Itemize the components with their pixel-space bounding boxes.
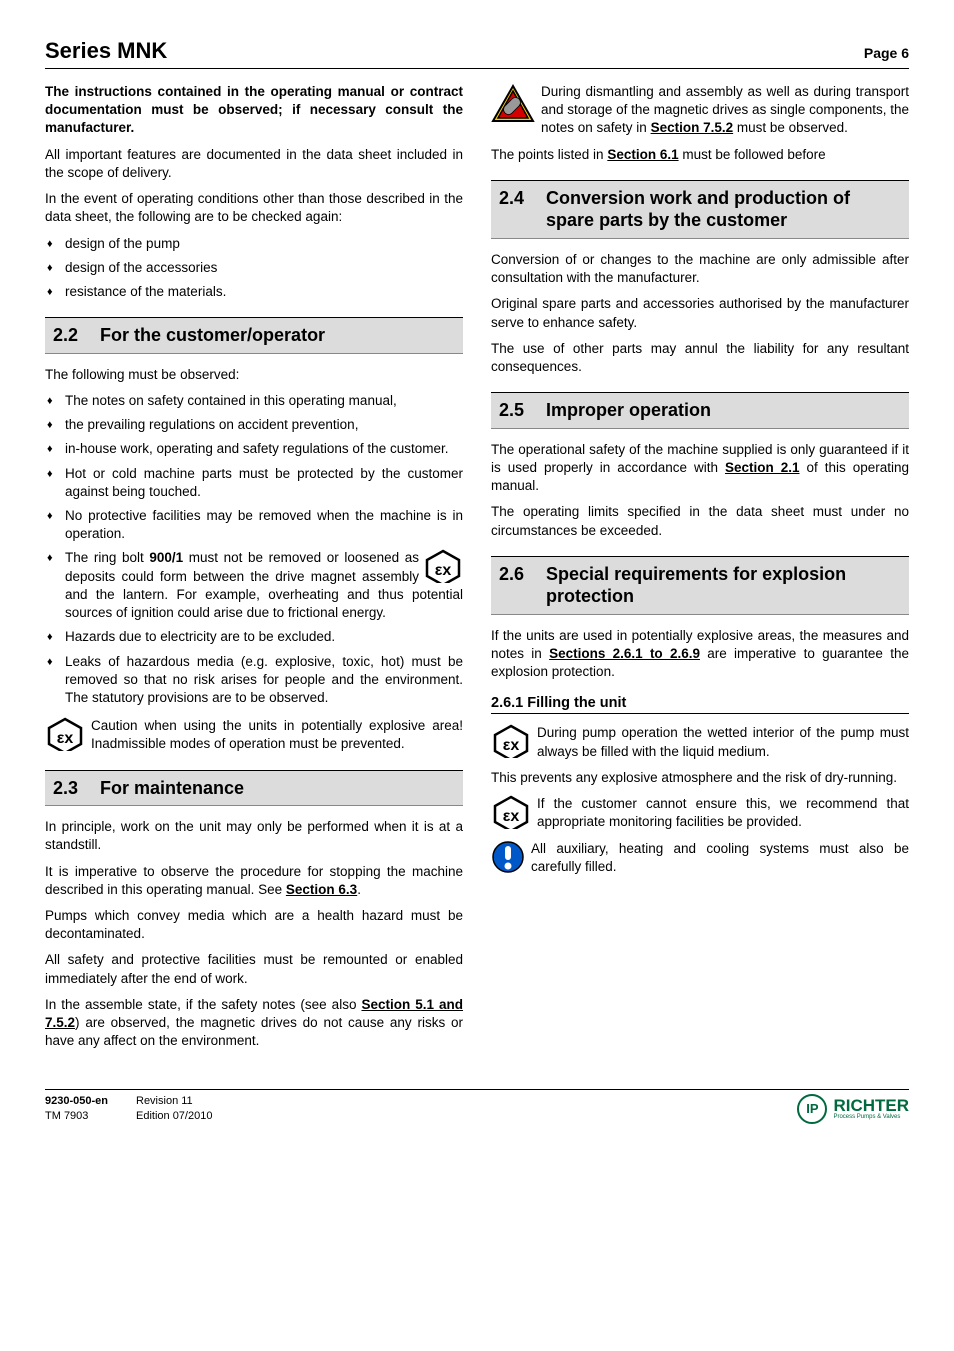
s23-p2: It is imperative to observe the procedur…	[45, 863, 463, 899]
list-item: Hazards due to electricity are to be exc…	[61, 628, 463, 646]
heading-num: 2.4	[499, 187, 524, 232]
text: All auxiliary, heating and cooling syste…	[531, 841, 909, 874]
link-section-7-5-2[interactable]: Section 7.5.2	[651, 120, 734, 135]
list-item: resistance of the materials.	[61, 283, 463, 301]
footer-ids: 9230-050-en TM 7903	[45, 1094, 108, 1123]
link-section-6-1[interactable]: Section 6.1	[607, 147, 678, 162]
heading-num: 2.6	[499, 563, 524, 608]
s24-p1: Conversion of or changes to the machine …	[491, 251, 909, 287]
right-column: During dismantling and assembly as well …	[491, 83, 909, 1059]
heading-title: Improper operation	[546, 399, 711, 422]
s26-p1: If the units are used in potentially exp…	[491, 627, 909, 682]
list-item: design of the pump	[61, 235, 463, 253]
ex-icon	[423, 549, 463, 583]
ex-icon	[491, 795, 531, 829]
list-item: in-house work, operating and safety regu…	[61, 440, 463, 458]
caution-text: Caution when using the units in potentia…	[91, 718, 463, 751]
heading-2-6-1: 2.6.1 Filling the unit	[491, 695, 909, 714]
footer-logo: IP RICHTER Process Pumps & Valves	[797, 1094, 909, 1124]
heading-num: 2.5	[499, 399, 524, 422]
s261-ex1: During pump operation the wetted interio…	[491, 724, 909, 760]
text: must be observed.	[733, 120, 848, 135]
text: In the assemble state, if the safety not…	[45, 997, 361, 1012]
s261-p2: This prevents any explosive atmosphere a…	[491, 769, 909, 787]
warning-icon	[491, 83, 535, 123]
link-sections-2-6-1-to-2-6-9[interactable]: Sections 2.6.1 to 2.6.9	[549, 646, 700, 661]
heading-2-5: 2.5 Improper operation	[491, 392, 909, 429]
left-p2: In the event of operating conditions oth…	[45, 190, 463, 226]
text: .	[357, 882, 361, 897]
text: must be followed before	[679, 147, 826, 162]
page-footer: 9230-050-en TM 7903 Revision 11 Edition …	[45, 1089, 909, 1124]
intro-bold: The instructions contained in the operat…	[45, 83, 463, 138]
heading-num: 2.3	[53, 777, 78, 800]
left-column: The instructions contained in the operat…	[45, 83, 463, 1059]
revision: Revision 11	[136, 1094, 212, 1108]
s23-p3: Pumps which convey media which are a hea…	[45, 907, 463, 943]
s23-p4: All safety and protective facilities mus…	[45, 951, 463, 987]
doc-id: 9230-050-en	[45, 1095, 108, 1107]
s24-p2: Original spare parts and accessories aut…	[491, 295, 909, 331]
text: If the customer cannot ensure this, we r…	[537, 796, 909, 829]
list-item: The notes on safety contained in this op…	[61, 392, 463, 410]
text: ) are observed, the magnetic drives do n…	[45, 1015, 463, 1048]
bullets-design: design of the pump design of the accesso…	[45, 235, 463, 302]
text: During pump operation the wetted interio…	[537, 725, 909, 758]
footer-left: 9230-050-en TM 7903 Revision 11 Edition …	[45, 1094, 212, 1123]
tm-id: TM 7903	[45, 1109, 108, 1123]
heading-title: Conversion work and production of spare …	[546, 187, 901, 232]
link-section-2-1[interactable]: Section 2.1	[725, 460, 800, 475]
footer-rev: Revision 11 Edition 07/2010	[136, 1094, 212, 1123]
logo-text: RICHTER	[833, 1097, 909, 1114]
list-item: Hot or cold machine parts must be protec…	[61, 465, 463, 501]
s24-p3: The use of other parts may annul the lia…	[491, 340, 909, 376]
list-item: No protective facilities may be removed …	[61, 507, 463, 543]
edition: Edition 07/2010	[136, 1109, 212, 1123]
info-icon	[491, 840, 525, 874]
list-item: The ring bolt 900/1 must not be removed …	[61, 549, 463, 622]
series-title: Series MNK	[45, 38, 167, 64]
logo-subtext: Process Pumps & Valves	[833, 1114, 909, 1120]
heading-2-4: 2.4 Conversion work and production of sp…	[491, 180, 909, 239]
text: The points listed in	[491, 147, 607, 162]
heading-title: For maintenance	[100, 777, 244, 800]
page-header: Series MNK Page 6	[45, 38, 909, 69]
s22-bullets: The notes on safety contained in this op…	[45, 392, 463, 707]
s25-p1: The operational safety of the machine su…	[491, 441, 909, 496]
s261-info: All auxiliary, heating and cooling syste…	[491, 840, 909, 876]
logo-icon: IP	[797, 1094, 827, 1124]
text: It is imperative to observe the procedur…	[45, 864, 463, 897]
list-text: The ring bolt 900/1 must not be removed …	[65, 550, 463, 620]
s261-ex2: If the customer cannot ensure this, we r…	[491, 795, 909, 831]
logo-text-block: RICHTER Process Pumps & Valves	[833, 1097, 909, 1120]
right-p2: The points listed in Section 6.1 must be…	[491, 146, 909, 164]
s23-p1: In principle, work on the unit may only …	[45, 818, 463, 854]
heading-num: 2.2	[53, 324, 78, 347]
link-section-6-3[interactable]: Section 6.3	[286, 882, 357, 897]
heading-title: Special requirements for explosion prote…	[546, 563, 901, 608]
ex-icon	[45, 717, 85, 751]
heading-2-6: 2.6 Special requirements for explosion p…	[491, 556, 909, 615]
heading-2-2: 2.2 For the customer/operator	[45, 317, 463, 354]
s22-caution: Caution when using the units in potentia…	[45, 717, 463, 753]
s25-p2: The operating limits specified in the da…	[491, 503, 909, 539]
heading-2-3: 2.3 For maintenance	[45, 770, 463, 807]
s22-p1: The following must be observed:	[45, 366, 463, 384]
s23-p5: In the assemble state, if the safety not…	[45, 996, 463, 1051]
warn-dismantling: During dismantling and assembly as well …	[491, 83, 909, 138]
list-item: Leaks of hazardous media (e.g. explosive…	[61, 653, 463, 708]
list-item: the prevailing regulations on accident p…	[61, 416, 463, 434]
list-item: design of the accessories	[61, 259, 463, 277]
left-p1: All important features are documented in…	[45, 146, 463, 182]
heading-title: For the customer/operator	[100, 324, 325, 347]
page-number: Page 6	[864, 45, 909, 61]
ex-icon	[491, 724, 531, 758]
